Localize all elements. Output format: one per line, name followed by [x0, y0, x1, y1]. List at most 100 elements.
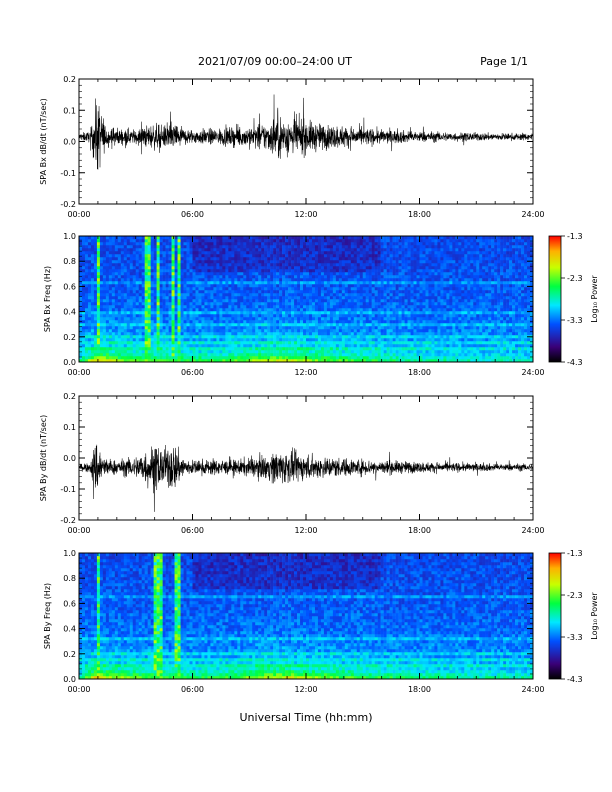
- heatmap-cell: [195, 341, 199, 345]
- heatmap-cell: [419, 308, 423, 312]
- heatmap-cell: [341, 281, 346, 285]
- heatmap-cell: [246, 290, 250, 294]
- heatmap-cell: [350, 329, 355, 333]
- heatmap-cell: [135, 257, 139, 261]
- heatmap-cell: [132, 293, 136, 297]
- heatmap-cell: [306, 278, 310, 282]
- heatmap-cell: [255, 260, 259, 264]
- heatmap-cell: [84, 281, 89, 285]
- heatmap-cell: [249, 353, 253, 357]
- heatmap-cell: [368, 314, 372, 318]
- heatmap-cell: [195, 350, 199, 354]
- heatmap-cell: [389, 248, 393, 252]
- heatmap-cell: [410, 272, 414, 276]
- heatmap-cell: [276, 251, 280, 255]
- heatmap-cell: [362, 344, 366, 348]
- heatmap-cell: [153, 251, 157, 255]
- heatmap-cell: [392, 248, 396, 252]
- heatmap-cell: [201, 350, 205, 354]
- heatmap-cell: [231, 341, 235, 345]
- heatmap-cell: [90, 281, 95, 285]
- heatmap-cell: [240, 272, 244, 276]
- heatmap-cell: [153, 263, 157, 267]
- heatmap-cell: [252, 251, 256, 255]
- heatmap-cell: [353, 269, 358, 273]
- heatmap-cell: [392, 332, 396, 336]
- heatmap-cell: [371, 293, 375, 297]
- heatmap-cell: [147, 329, 151, 333]
- heatmap-cell: [383, 344, 387, 348]
- heatmap-cell: [329, 335, 334, 339]
- heatmap-cell: [365, 257, 369, 261]
- heatmap-cell: [273, 272, 277, 276]
- heatmap-cell: [320, 329, 325, 333]
- heatmap-cell: [300, 269, 304, 273]
- heatmap-cell: [207, 329, 211, 333]
- heatmap-cell: [180, 266, 184, 270]
- heatmap-cell: [368, 278, 372, 282]
- heatmap-cell: [108, 260, 113, 264]
- heatmap-cell: [222, 338, 226, 342]
- heatmap-cell: [306, 353, 310, 357]
- heatmap-cell: [365, 281, 369, 285]
- heatmap-cell: [326, 275, 331, 279]
- heatmap-cell: [389, 257, 393, 261]
- heatmap-cell: [303, 251, 307, 255]
- heatmap-cell: [311, 308, 316, 312]
- heatmap-cell: [416, 278, 420, 282]
- heatmap-cell: [165, 323, 169, 327]
- heatmap-cell: [96, 254, 101, 258]
- heatmap-cell: [276, 299, 280, 303]
- heatmap-cell: [177, 263, 181, 267]
- heatmap-cell: [252, 314, 256, 318]
- heatmap-cell: [395, 341, 399, 345]
- heatmap-cell: [320, 242, 325, 246]
- heatmap-cell: [225, 275, 229, 279]
- heatmap-cell: [243, 296, 247, 300]
- heatmap-cell: [380, 242, 384, 246]
- heatmap-cell: [341, 260, 346, 264]
- heatmap-cell: [168, 242, 172, 246]
- heatmap-cell: [347, 236, 352, 240]
- heatmap-cell: [398, 263, 402, 267]
- heatmap-cell: [267, 353, 271, 357]
- heatmap-cell: [306, 341, 310, 345]
- heatmap-cell: [102, 260, 107, 264]
- heatmap-cell: [159, 293, 163, 297]
- heatmap-cell: [177, 305, 181, 309]
- heatmap-cell: [153, 332, 157, 336]
- heatmap-cell: [159, 236, 163, 240]
- heatmap-cell: [123, 266, 128, 270]
- heatmap-cell: [174, 320, 178, 324]
- heatmap-cell: [308, 284, 313, 288]
- heatmap-cell: [288, 356, 292, 360]
- heatmap-cell: [159, 254, 163, 258]
- heatmap-cell: [198, 335, 202, 339]
- heatmap-cell: [404, 353, 408, 357]
- heatmap-cell: [249, 350, 253, 354]
- heatmap-cell: [87, 272, 92, 276]
- heatmap-cell: [273, 242, 277, 246]
- heatmap-cell: [189, 293, 193, 297]
- heatmap-cell: [291, 248, 295, 252]
- heatmap-cell: [317, 269, 322, 273]
- heatmap-cell: [234, 266, 238, 270]
- heatmap-cell: [138, 305, 142, 309]
- heatmap-cell: [317, 263, 322, 267]
- heatmap-cell: [350, 353, 355, 357]
- heatmap-cell: [246, 272, 250, 276]
- heatmap-cell: [338, 245, 343, 249]
- heatmap-cell: [422, 239, 426, 243]
- heatmap-cell: [102, 314, 107, 318]
- heatmap-cell: [416, 281, 420, 285]
- heatmap-cell: [216, 338, 220, 342]
- heatmap-cell: [270, 305, 274, 309]
- heatmap-cell: [386, 260, 390, 264]
- heatmap-cell: [231, 356, 235, 360]
- heatmap-cell: [141, 242, 145, 246]
- heatmap-cell: [264, 332, 268, 336]
- heatmap-cell: [102, 269, 107, 273]
- heatmap-cell: [413, 263, 417, 267]
- heatmap-cell: [222, 311, 226, 315]
- heatmap-cell: [231, 317, 235, 321]
